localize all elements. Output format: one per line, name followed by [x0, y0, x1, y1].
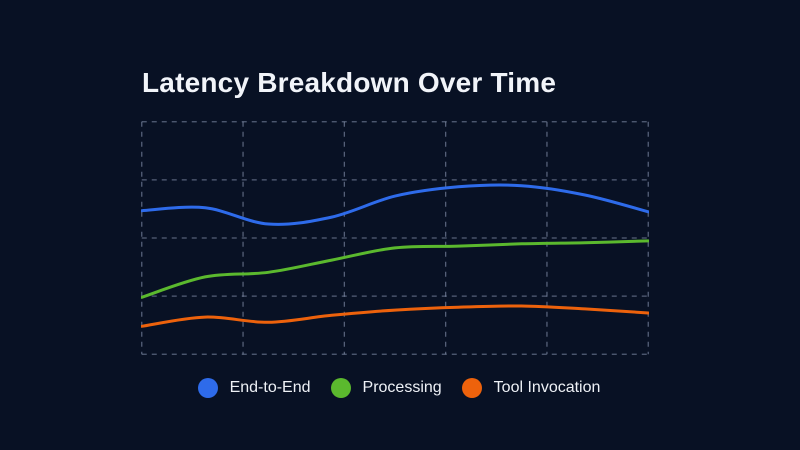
legend-item-end-to-end: End-to-End — [197, 378, 311, 398]
chart-legend: End-to-End Processing Tool Invocation — [142, 378, 656, 398]
legend-label-end-to-end: End-to-End — [229, 379, 311, 396]
legend-item-tool-invocation: Tool Invocation — [461, 378, 601, 398]
legend-label-processing: Processing — [362, 379, 442, 396]
tool-invocation-series-dot-icon — [461, 378, 482, 398]
chart-title: Latency Breakdown Over Time — [142, 67, 557, 98]
processing-series-dot-icon — [330, 378, 351, 398]
latency-line-chart — [141, 121, 649, 355]
legend-item-processing: Processing — [330, 378, 442, 398]
end-to-end-series-dot-icon — [197, 378, 218, 398]
legend-label-tool-invocation: Tool Invocation — [493, 379, 601, 396]
